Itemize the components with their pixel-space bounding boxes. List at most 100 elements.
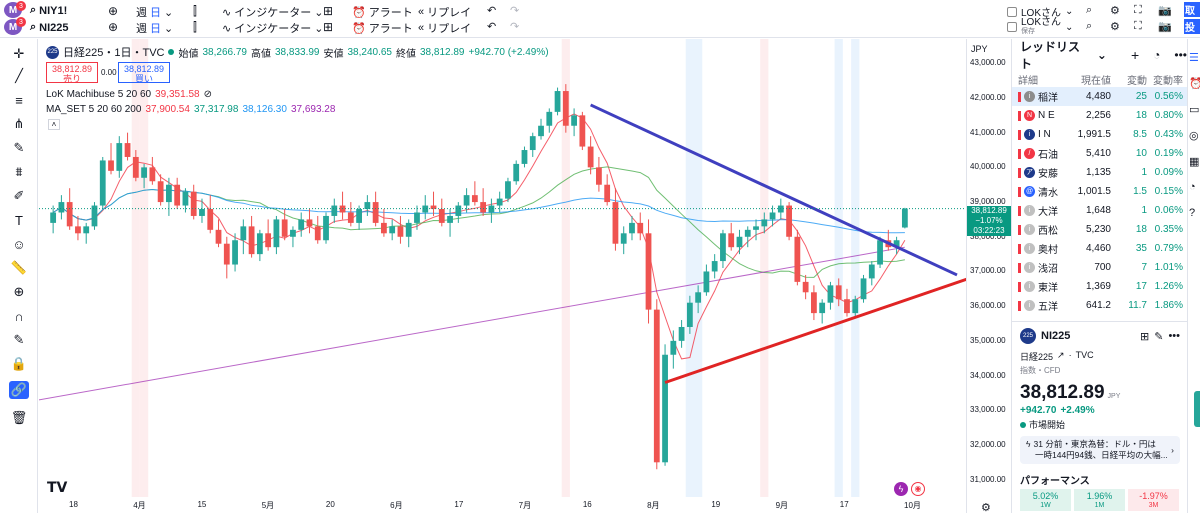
crosshair-icon[interactable]: ✛ — [13, 46, 25, 61]
flag-icon[interactable] — [1018, 243, 1021, 254]
watchlist-row[interactable]: i 東洋 1,369 17 1.26% — [1012, 277, 1187, 296]
watchlist-row[interactable]: / 石油 5,410 10 0.19% — [1012, 144, 1187, 163]
sell-button[interactable]: 38,812.89 売り — [46, 62, 98, 84]
undo-button[interactable]: ↶ — [487, 4, 496, 17]
magnet-icon[interactable]: ∩ — [14, 308, 24, 324]
interval-selector[interactable]: 週日 ⌄ — [136, 6, 174, 20]
indicators-button[interactable]: ∿ インジケーター ⌄ — [222, 6, 324, 20]
signal-icon[interactable]: ◔ — [1189, 181, 1196, 193]
candle-style-button[interactable]: ⫿ — [193, 4, 197, 19]
perf-1w[interactable]: 5.02% 1W — [1020, 489, 1071, 511]
link-icon[interactable]: 🔗 — [9, 381, 29, 399]
watchlist-row[interactable]: @ 清水 1,001.5 1.5 0.15% — [1012, 182, 1187, 201]
publish-button[interactable]: 投 — [1184, 19, 1200, 34]
flag-icon[interactable] — [1018, 205, 1021, 216]
col-change[interactable]: 変動 — [1127, 75, 1147, 87]
tradingview-logo-icon[interactable]: 𝗧𝗩 — [47, 479, 68, 495]
symbol-search-1[interactable]: ⌕ NIY1! — [30, 4, 68, 17]
trend-line-icon[interactable]: ╱ — [15, 68, 23, 83]
trash-icon[interactable]: 🗑 — [10, 410, 28, 425]
candle-style-button-2[interactable]: ⫿ — [193, 20, 197, 35]
watchlist-row[interactable]: i 五洋 641.2 11.7 1.86% — [1012, 296, 1187, 315]
perf-3m[interactable]: -1.97% 3M — [1128, 489, 1179, 511]
undo-button-2[interactable]: ↶ — [487, 20, 496, 33]
col-detail[interactable]: 詳細 — [1018, 75, 1038, 87]
checkbox[interactable] — [1007, 6, 1017, 17]
compare-add-button-2[interactable]: ⊕ — [108, 20, 118, 34]
buy-button[interactable]: 38,812.89 買い — [118, 62, 170, 84]
watchlist-row[interactable]: i 浅沼 700 7 1.01% — [1012, 258, 1187, 277]
indicator-legend-1[interactable]: LoK Machibuse 5 20 60 39,351.58 ⊘ — [46, 89, 212, 100]
perf-1m[interactable]: 1.96% 1M — [1074, 489, 1125, 511]
watchlist-row[interactable]: i 大洋 1,648 1 0.06% — [1012, 201, 1187, 220]
zoom-in-icon[interactable]: ⊕ — [13, 284, 25, 299]
quick-search-button-2[interactable]: ⌕ — [1086, 20, 1092, 33]
news-item[interactable]: ϟ 31 分前・東京為替：ドル・円は 一時144円94銭、日経平均の大幅... › — [1020, 436, 1180, 464]
settings-icon[interactable]: ⚙ — [981, 502, 991, 514]
watchlist-title[interactable]: レッドリスト — [1020, 40, 1081, 71]
chat-icon[interactable]: ▭ — [1189, 104, 1200, 116]
watchlist-icon[interactable]: ☰ — [1189, 52, 1199, 64]
quick-search-button[interactable]: ⌕ — [1086, 4, 1092, 17]
replay-button[interactable]: «リプレイ — [418, 6, 472, 19]
alert-button[interactable]: ⏰ アラート — [352, 6, 413, 20]
fullscreen-button[interactable]: ⛶ — [1134, 4, 1142, 17]
redo-button[interactable]: ↷ — [510, 4, 519, 17]
price-axis[interactable]: JPY 43,000.00 42,000.00 41,000.00 40,000.00… — [966, 39, 1011, 514]
flag-icon[interactable] — [1018, 262, 1021, 273]
expand-panel-handle[interactable] — [1194, 391, 1200, 427]
lightning-icon[interactable]: ϟ — [894, 482, 908, 496]
detail-name[interactable]: 日経225 — [1020, 352, 1054, 362]
trade-button[interactable]: 取 — [1184, 2, 1200, 17]
brush-icon[interactable]: ✎ — [13, 140, 25, 155]
add-symbol-icon[interactable]: + — [1130, 47, 1140, 63]
redo-button-2[interactable]: ↷ — [510, 20, 519, 33]
fib-icon[interactable]: ⩩ — [15, 164, 23, 179]
indicators-button-2[interactable]: ∿ インジケーター ⌄ — [222, 22, 324, 36]
horizontal-lines-icon[interactable]: ≡ — [15, 92, 23, 108]
pen-icon[interactable]: ✐ — [13, 188, 25, 203]
watchlist-row[interactable]: i 西松 5,230 18 0.35% — [1012, 220, 1187, 239]
help-icon[interactable]: ? — [1189, 207, 1196, 219]
symbol-search-2[interactable]: ⌕ NI225 — [30, 21, 69, 34]
pitchfork-icon[interactable]: ⋔ — [13, 116, 25, 131]
layout-grid-button-2[interactable]: ⊞ — [323, 20, 333, 34]
chevron-down-icon[interactable]: ⌄ — [1096, 48, 1107, 62]
grid-icon[interactable]: ⊞ — [1140, 330, 1150, 343]
calendar-icon[interactable]: ▦ — [1189, 156, 1200, 168]
time-axis[interactable]: 18 4月 15 5月 20 6月 17 7月 16 8月 19 9月 17 10月 𝗧𝗩 ϟ ◉ — [39, 479, 966, 513]
pencil-icon[interactable]: ✎ — [1154, 330, 1164, 343]
candlestick-chart[interactable] — [38, 39, 970, 497]
layout-grid-button[interactable]: ⊞ — [323, 4, 333, 18]
compare-add-button[interactable]: ⊕ — [108, 4, 118, 18]
layout-selector-2[interactable]: LOKさん 保存 ⌄ — [1007, 18, 1073, 36]
price-chart[interactable] — [38, 39, 970, 497]
settings-button-2[interactable]: ⚙ — [1110, 20, 1120, 33]
interval-selector-2[interactable]: 週日 ⌄ — [136, 22, 174, 36]
indicator-legend-2[interactable]: MA_SET 5 20 60 200 37,900.54 37,317.98 3… — [46, 104, 335, 115]
flag-icon[interactable] — [1018, 300, 1021, 311]
alarm-clock-icon[interactable]: ⏰ — [1189, 78, 1200, 90]
checkbox[interactable] — [1007, 22, 1017, 32]
watchlist-row[interactable]: ア安藤 1,135 1 0.09% — [1012, 163, 1187, 182]
collapse-legend-button[interactable]: ˄ — [48, 119, 60, 130]
layout-selector-1[interactable]: LOKさん ⌄ — [1007, 4, 1073, 19]
col-change-pct[interactable]: 変動率 — [1153, 75, 1183, 87]
settings-button[interactable]: ⚙ — [1110, 4, 1120, 17]
snapshot-button-2[interactable]: 📷 — [1158, 20, 1172, 33]
flag-icon[interactable] — [1018, 281, 1021, 292]
flag-icon[interactable] — [1018, 129, 1021, 140]
record-icon[interactable]: ◉ — [911, 482, 925, 496]
more-icon[interactable]: ••• — [1174, 48, 1187, 62]
watchlist-row[interactable]: i 稲洋 4,480 25 0.56% — [1012, 87, 1187, 106]
lock-draw-icon[interactable]: ✎ — [13, 332, 25, 347]
ruler-icon[interactable]: 📏 — [10, 260, 28, 275]
alert-button-2[interactable]: ⏰ アラート — [352, 22, 413, 36]
watchlist-row[interactable]: i 奥村 4,460 35 0.79% — [1012, 239, 1187, 258]
lock-icon[interactable]: 🔒 — [10, 356, 28, 371]
bulb-icon[interactable]: ◎ — [1189, 130, 1199, 142]
snapshot-button[interactable]: 📷 — [1158, 4, 1172, 17]
emoji-icon[interactable]: ☺ — [12, 236, 26, 252]
